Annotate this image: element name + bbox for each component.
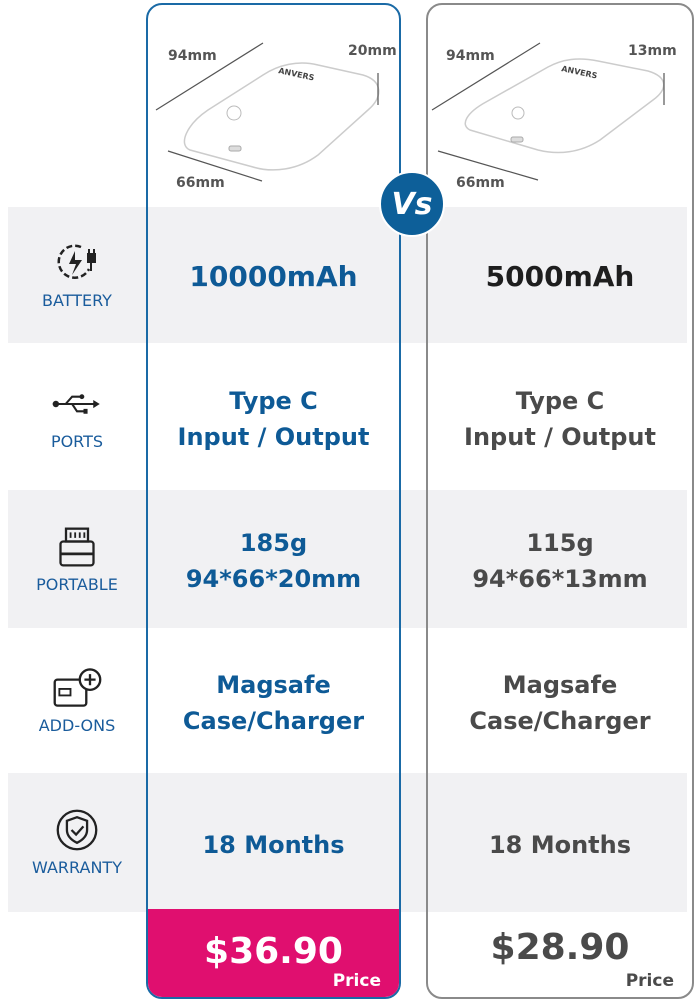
ports-line: Input / Output — [177, 422, 370, 451]
battery-value: 5000mAh — [428, 209, 692, 345]
battery-charge-icon — [57, 243, 96, 279]
product-card-10000: 94mm 66mm 20mm ANVERS 10000mAh Type C Inp… — [146, 3, 401, 999]
price-label: Price — [625, 971, 674, 991]
addons-line: Magsafe — [502, 670, 618, 699]
product-card-5000: 94mm 66mm 13mm ANVERS 5000mAh Type C Inpu… — [426, 3, 694, 999]
battery-value: 10000mAh — [148, 209, 399, 345]
warranty-text: 18 Months — [202, 830, 345, 859]
battery-text: 5000mAh — [485, 260, 635, 293]
price-label: Price — [332, 971, 381, 991]
product-dimension-illustration: 94mm 66mm 13mm ANVERS — [431, 42, 677, 191]
add-on-icon — [53, 668, 102, 707]
thickness-label: 13mm — [628, 43, 677, 59]
ports-line: Type C — [515, 386, 605, 415]
addons-line: Case/Charger — [182, 706, 365, 735]
feature-label: PORTS — [50, 432, 104, 451]
feature-label: WARRANTY — [32, 858, 122, 877]
thickness-label: 20mm — [348, 43, 397, 59]
shield-check-icon — [56, 809, 98, 851]
feature-label: ADD-ONS — [38, 716, 116, 735]
row-band-battery — [8, 207, 687, 343]
price-value: $28.90 — [490, 927, 630, 968]
width-label: 66mm — [176, 175, 225, 191]
feature-addons: ADD-ONS — [8, 628, 146, 773]
length-label: 94mm — [446, 48, 495, 64]
warranty-value: 18 Months — [148, 775, 399, 914]
length-label: 94mm — [168, 48, 217, 64]
size-text: 94*66*20mm — [185, 565, 362, 593]
addons-line: Magsafe — [216, 670, 331, 699]
feature-warranty: WARRANTY — [8, 773, 146, 912]
feature-portable: PORTABLE — [8, 490, 146, 628]
usb-icon — [52, 394, 100, 414]
weight-text: 115g — [526, 529, 594, 557]
ports-line: Input / Output — [464, 422, 656, 451]
battery-text: 10000mAh — [189, 260, 358, 293]
feature-battery: BATTERY — [8, 207, 146, 343]
feature-label: BATTERY — [42, 290, 112, 310]
addons-value: Magsafe Case/Charger — [428, 630, 692, 775]
price-value: $36.90 — [204, 931, 343, 972]
feature-label: PORTABLE — [36, 574, 118, 594]
product-dimension-illustration: 94mm 66mm 20mm ANVERS — [155, 42, 397, 191]
ports-value: Type C Input / Output — [148, 345, 399, 492]
weight-text: 185g — [239, 529, 308, 557]
ports-value: Type C Input / Output — [428, 345, 692, 492]
portable-value: 115g 94*66*13mm — [428, 492, 692, 630]
warranty-text: 18 Months — [488, 830, 632, 859]
warranty-value: 18 Months — [428, 775, 692, 914]
size-text: 94*66*13mm — [472, 565, 648, 593]
power-bank-icon — [59, 527, 95, 566]
ports-line: Type C — [229, 386, 318, 415]
portable-value: 185g 94*66*20mm — [148, 492, 399, 630]
addons-line: Case/Charger — [469, 706, 651, 735]
row-band-warranty — [8, 773, 687, 912]
vs-badge: Vs — [379, 171, 445, 237]
row-band-portable — [8, 490, 687, 628]
price-box: $36.90 Price — [148, 909, 399, 997]
feature-ports: PORTS — [8, 343, 146, 490]
addons-value: Magsafe Case/Charger — [148, 630, 399, 775]
price-box: $28.90 Price — [428, 909, 692, 997]
width-label: 66mm — [456, 175, 505, 191]
